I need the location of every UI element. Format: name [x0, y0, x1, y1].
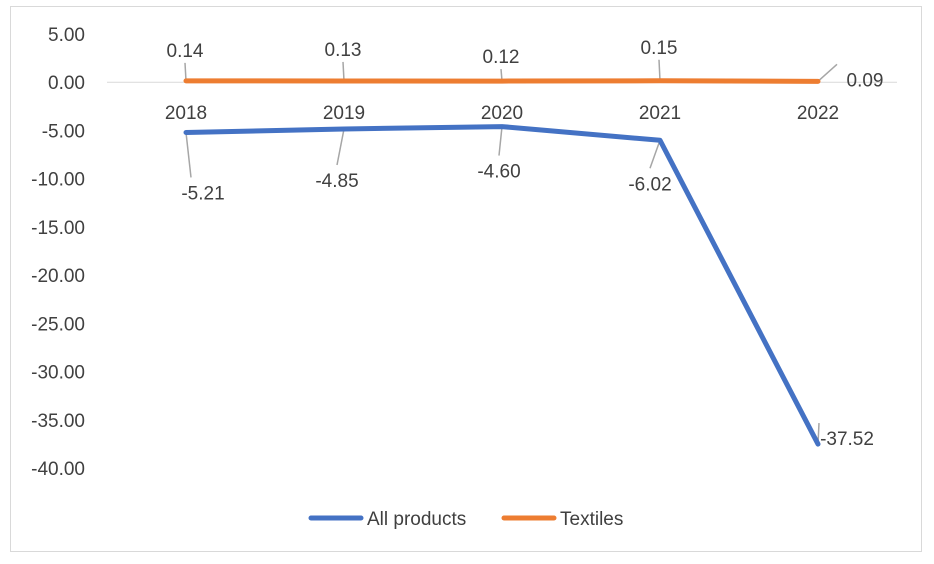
- data-label: -4.60: [477, 162, 520, 183]
- series-line-1: [183, 78, 821, 84]
- x-tick-label: 2022: [797, 103, 839, 124]
- y-tick-label: 5.00: [48, 25, 85, 46]
- data-label: -6.02: [628, 174, 671, 195]
- data-label: -37.52: [820, 429, 874, 450]
- y-tick-label: -30.00: [31, 363, 85, 384]
- legend: All products Textiles: [308, 509, 623, 530]
- y-tick-label: -20.00: [31, 266, 85, 287]
- leader-line: [649, 140, 661, 169]
- data-label: 0.12: [483, 47, 520, 68]
- x-tick-label: 2019: [323, 103, 365, 124]
- data-label: -5.21: [181, 183, 224, 204]
- legend-label: All products: [367, 509, 466, 530]
- data-label: -4.85: [315, 171, 358, 192]
- leader-line: [817, 63, 838, 82]
- leader-line: [184, 62, 187, 81]
- series-line-0: [183, 124, 821, 447]
- legend-label: Textiles: [560, 509, 623, 530]
- x-tick-label: 2020: [481, 103, 523, 124]
- y-tick-label: -5.00: [42, 121, 85, 142]
- y-tick-label: -40.00: [31, 459, 85, 480]
- series-lines: [183, 78, 821, 447]
- leader-line: [336, 128, 345, 166]
- x-tick-label: 2021: [639, 103, 681, 124]
- y-tick-label: -35.00: [31, 411, 85, 432]
- data-label: 0.15: [641, 38, 678, 59]
- chart-frame: [10, 6, 922, 552]
- y-tick-label: -25.00: [31, 314, 85, 335]
- leader-line: [498, 126, 503, 156]
- data-labels: -5.21 -4.85 -4.60 -6.02 -37.52 0.14 0.13 0.12 0.…: [167, 38, 884, 450]
- y-axis: 5.00 0.00 -5.00 -10.00 -15.00 -20.00 -25.00 -30…: [31, 25, 85, 480]
- data-label: 0.13: [325, 40, 362, 61]
- leader-line: [185, 132, 192, 178]
- leader-line: [658, 59, 661, 81]
- x-axis: 2018 2019 2020 2021 2022: [165, 103, 839, 124]
- leader-line: [342, 61, 345, 82]
- y-tick-label: -10.00: [31, 170, 85, 191]
- data-label: 0.14: [167, 41, 204, 62]
- data-label: 0.09: [847, 70, 884, 91]
- y-tick-label: -15.00: [31, 218, 85, 239]
- x-tick-label: 2018: [165, 103, 207, 124]
- y-tick-label: 0.00: [48, 73, 85, 94]
